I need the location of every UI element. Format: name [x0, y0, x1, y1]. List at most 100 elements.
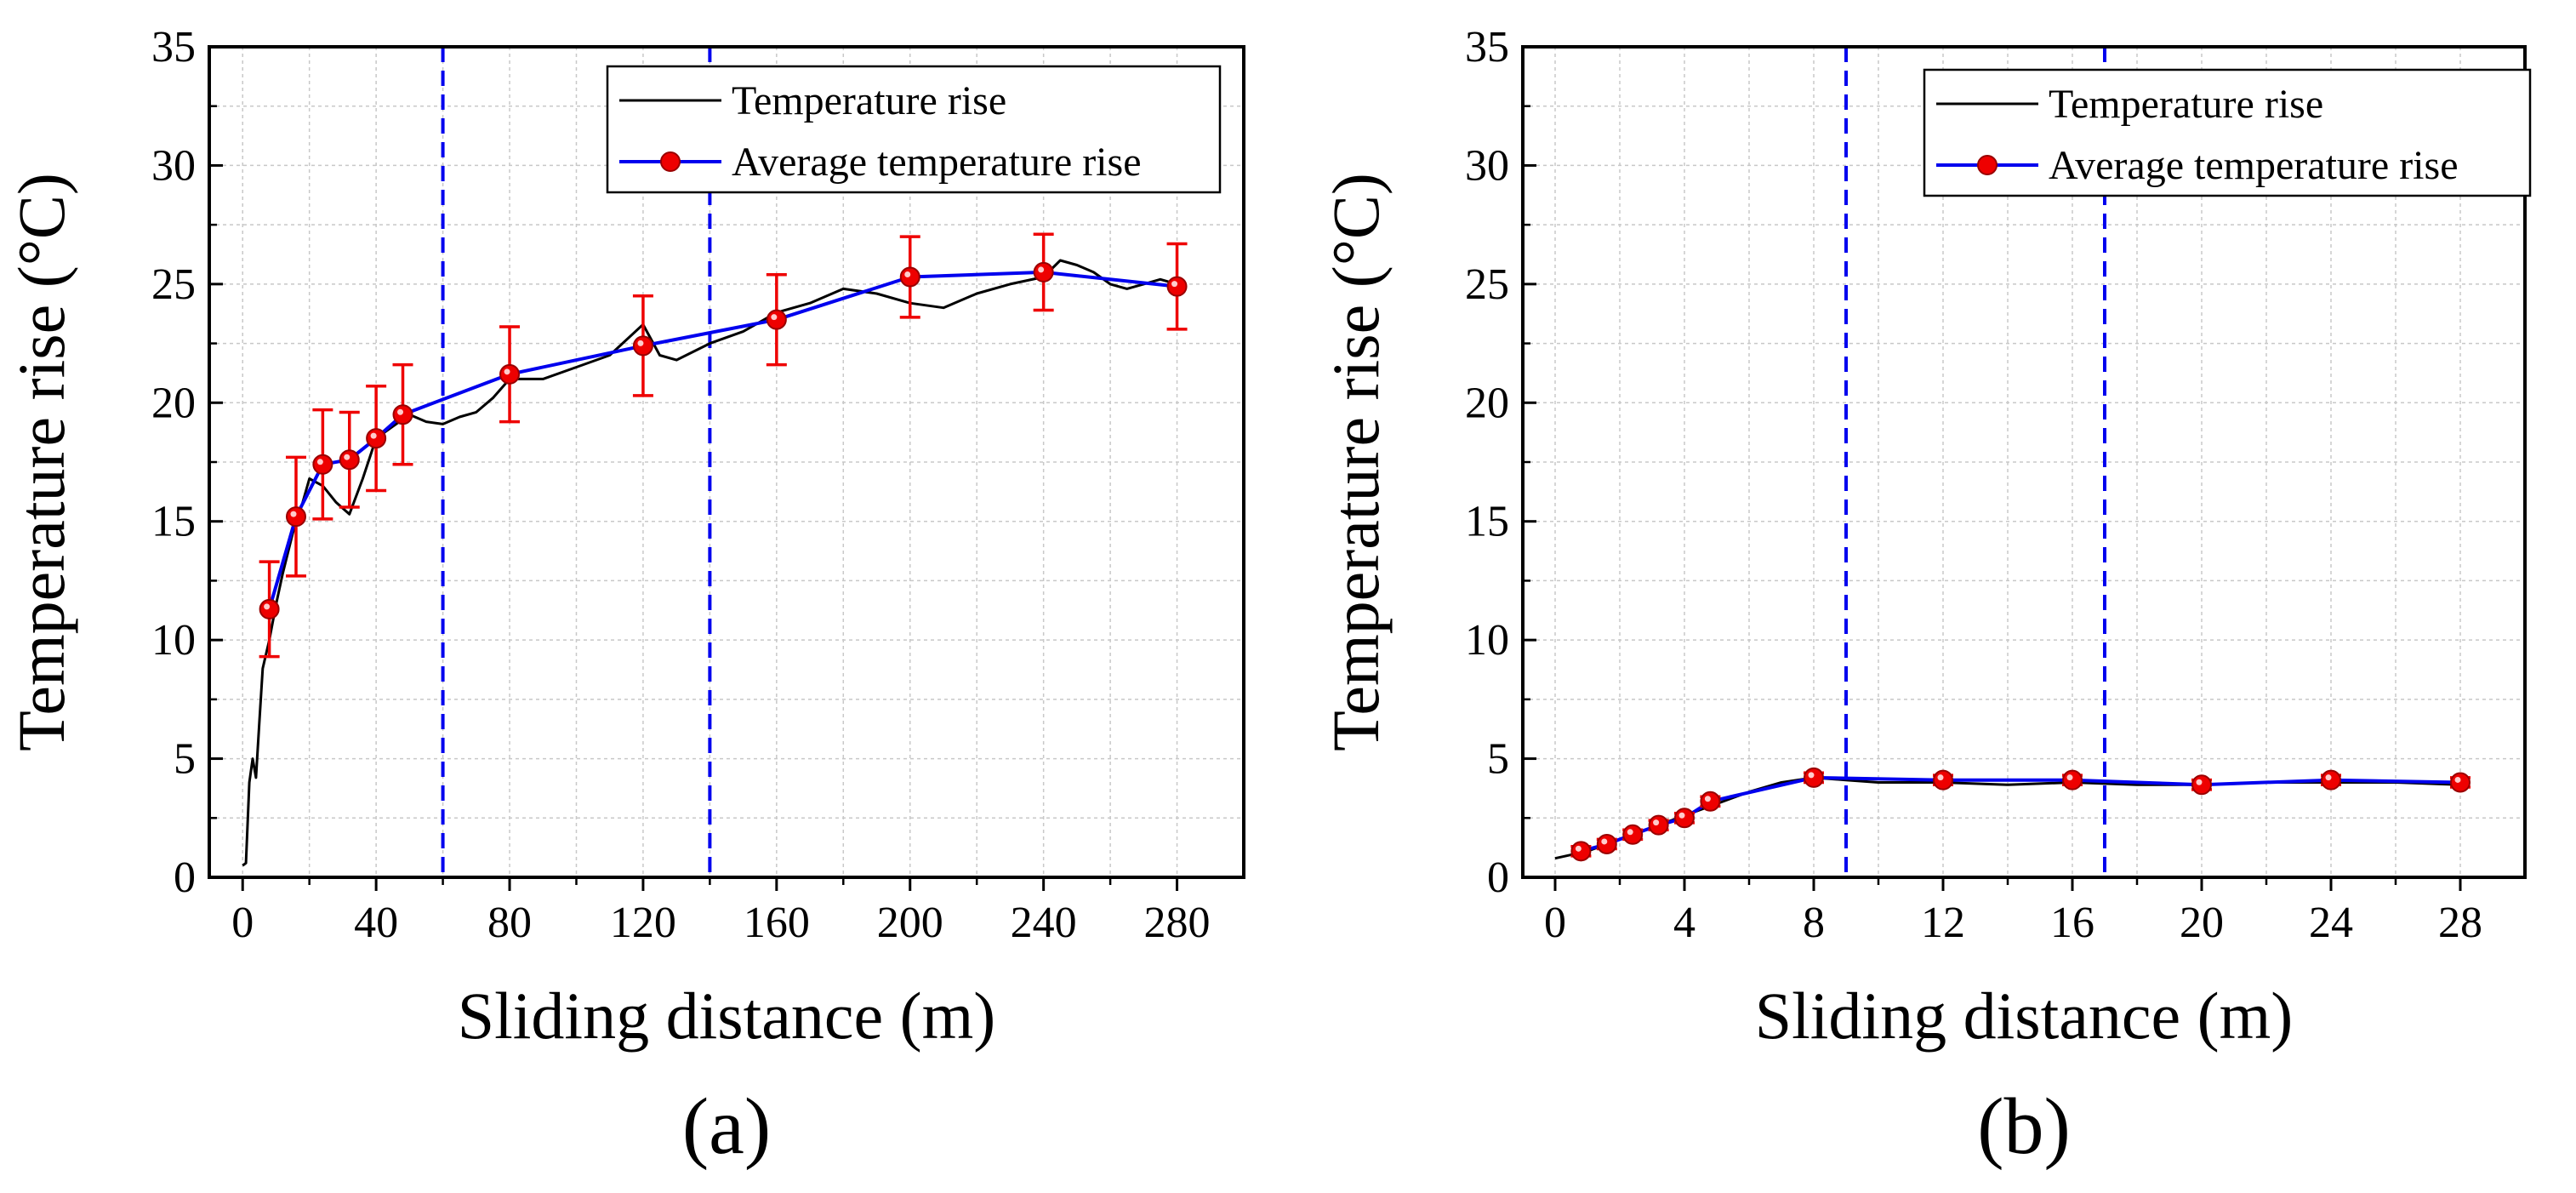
data-point	[2191, 774, 2212, 796]
x-tick-label: 0	[231, 899, 254, 947]
y-tick-label: 5	[174, 735, 196, 784]
data-point-highlight	[1038, 266, 1045, 273]
data-point-highlight	[637, 340, 644, 346]
y-tick-label: 35	[151, 23, 196, 71]
data-point-highlight	[771, 314, 778, 321]
y-tick-label: 20	[1465, 379, 1509, 427]
legend: Temperature rise Average temperature rise	[606, 65, 1222, 194]
data-point-highlight	[290, 511, 297, 517]
data-point	[259, 598, 280, 619]
y-tick-label: 30	[1465, 141, 1509, 190]
x-tick-label: 20	[2180, 899, 2224, 947]
chart-panel-1: 0 5 10 15 20 25 30 35 0 40 80 120 160 200 240 280 Slidin…	[4, 23, 1245, 1171]
x-tick-label: 40	[354, 899, 398, 947]
y-tick-label: 0	[1487, 853, 1509, 902]
data-point-highlight	[2066, 774, 2073, 781]
data-point-highlight	[1627, 829, 1633, 836]
legend-label: Average temperature rise	[732, 140, 1142, 185]
data-point	[1166, 276, 1188, 297]
data-point-highlight	[904, 271, 911, 277]
data-point-highlight	[1678, 812, 1685, 819]
y-tick-label: 20	[151, 379, 196, 427]
legend-label: Average temperature rise	[2049, 143, 2459, 188]
y-tick-label: 10	[151, 616, 196, 665]
data-point	[1570, 841, 1592, 862]
data-point-highlight	[504, 368, 510, 375]
legend-swatch-marker	[1977, 155, 1998, 175]
legend: Temperature rise Average temperature rise	[1923, 68, 2532, 197]
data-point	[2321, 769, 2341, 791]
legend-box	[606, 65, 1222, 194]
legend-swatch-marker	[660, 151, 681, 172]
data-point-highlight	[1653, 819, 1660, 826]
data-point-highlight	[1171, 281, 1178, 288]
data-point	[285, 506, 306, 528]
y-tick-label: 10	[1465, 616, 1509, 665]
y-tick-label: 15	[1465, 498, 1509, 546]
x-tick-label: 28	[2438, 899, 2482, 947]
y-tick-label: 15	[151, 498, 196, 546]
y-axis-title: Temperature rise (°C)	[1319, 173, 1393, 751]
data-point-highlight	[1601, 838, 1608, 845]
x-axis-title: Sliding distance (m)	[458, 979, 996, 1053]
y-tick-label: 30	[151, 141, 196, 190]
data-point-highlight	[2325, 774, 2332, 781]
x-tick-label: 16	[2050, 899, 2094, 947]
x-tick-label: 12	[1921, 899, 1965, 947]
x-tick-label: 4	[1673, 899, 1695, 947]
x-tick-label: 280	[1144, 899, 1211, 947]
data-point	[1700, 791, 1721, 812]
y-tick-label: 35	[1465, 23, 1509, 71]
legend-label: Temperature rise	[2049, 82, 2323, 127]
data-point-highlight	[1937, 774, 1944, 781]
x-tick-label: 0	[1544, 899, 1566, 947]
data-point	[312, 454, 333, 475]
data-point	[1648, 814, 1669, 836]
data-point-highlight	[264, 603, 271, 610]
data-point	[339, 449, 360, 471]
x-tick-label: 80	[487, 899, 532, 947]
x-tick-label: 160	[744, 899, 810, 947]
data-point-highlight	[316, 459, 323, 465]
data-point	[2450, 772, 2471, 793]
legend-box	[1923, 68, 2532, 197]
data-point-highlight	[2196, 779, 2203, 785]
data-point	[899, 266, 920, 288]
x-axis-title: Sliding distance (m)	[1755, 979, 2294, 1053]
data-point	[1804, 767, 1824, 788]
data-point	[366, 428, 387, 449]
panel-label: (b)	[1977, 1082, 2071, 1171]
data-point-highlight	[2454, 776, 2461, 783]
data-point	[1674, 808, 1695, 829]
data-point	[1933, 769, 1953, 791]
data-point	[1622, 824, 1644, 845]
data-point-highlight	[397, 408, 404, 415]
legend-label: Temperature rise	[732, 78, 1006, 123]
x-tick-label: 120	[610, 899, 676, 947]
y-tick-label: 5	[1487, 735, 1509, 784]
data-point-highlight	[1575, 845, 1582, 852]
panel-label: (a)	[682, 1082, 771, 1171]
data-point	[1033, 261, 1054, 283]
x-tick-label: 200	[877, 899, 943, 947]
data-point	[499, 363, 521, 385]
y-tick-label: 25	[1465, 260, 1509, 309]
data-point-highlight	[1808, 772, 1815, 779]
data-point-highlight	[1704, 796, 1711, 802]
data-point	[766, 309, 787, 330]
data-point-highlight	[344, 454, 350, 460]
x-tick-label: 24	[2309, 899, 2353, 947]
data-point	[392, 404, 413, 425]
y-axis-title: Temperature rise (°C)	[4, 173, 78, 751]
data-point	[2062, 769, 2083, 791]
series-line-average-temperature-rise	[267, 270, 1177, 610]
x-tick-label: 8	[1803, 899, 1825, 947]
x-tick-label: 240	[1011, 899, 1077, 947]
chart-panel-2: 0 5 10 15 20 25 30 35 0 4 8 12 16 20 24 28 Sliding dista…	[1319, 23, 2532, 1171]
y-tick-label: 25	[151, 260, 196, 309]
data-point-highlight	[370, 432, 377, 439]
y-tick-label: 0	[174, 853, 196, 902]
data-point	[632, 335, 653, 357]
data-point	[1596, 833, 1617, 854]
